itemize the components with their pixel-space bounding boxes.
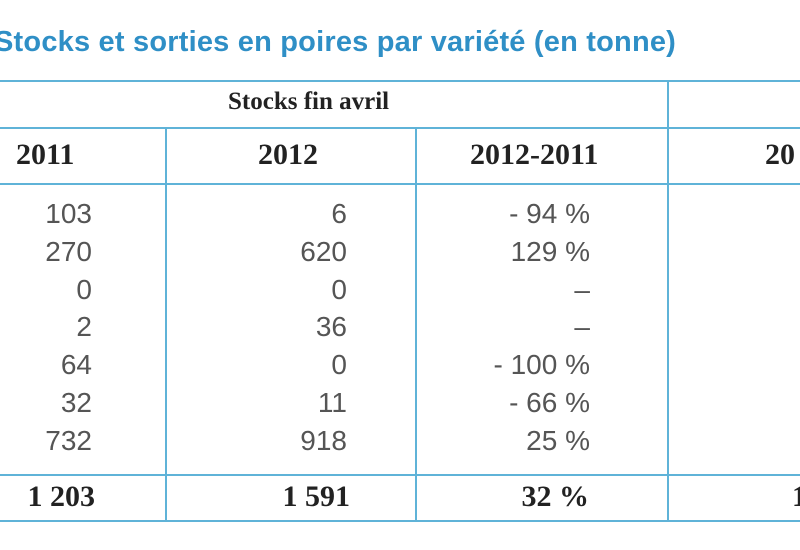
rule-bottom: [0, 520, 800, 522]
table-cell: 6: [331, 198, 347, 229]
table-cell: 64: [60, 349, 92, 381]
col-divider-3: [667, 80, 669, 520]
rule-under-group: [0, 127, 800, 129]
table-cell: 0: [331, 349, 347, 381]
col-header-diff: 2012-2011: [470, 138, 599, 171]
group-header: Stocks fin avril: [228, 88, 390, 115]
total-2011: 1 203: [27, 480, 96, 513]
rule-under-header: [0, 183, 800, 185]
table-cell: - 100 %: [493, 349, 591, 381]
table-cell: 129 %: [510, 235, 590, 267]
table-cell: 2: [76, 311, 92, 343]
table-cell: 620: [300, 235, 347, 267]
table-cell: –: [574, 273, 590, 305]
col-header-2011: 2011: [16, 138, 75, 171]
total-partial: 1: [792, 480, 800, 513]
total-diff: 32 %: [521, 480, 590, 513]
table-cell: 270: [45, 235, 92, 267]
table-cell: 36: [315, 311, 347, 343]
col-header-2012: 2012: [258, 138, 318, 171]
table-cell: - 94 %: [509, 198, 590, 229]
table-cell: 0: [76, 273, 92, 305]
col-header-partial: 20: [765, 138, 795, 171]
table-title: Stocks et sorties en poires par variété …: [0, 26, 677, 58]
rule-top: [0, 80, 800, 82]
table-cell: –: [574, 311, 590, 343]
table-cell: 732: [45, 424, 92, 456]
col-divider-1: [165, 129, 167, 520]
rule-before-total: [0, 474, 800, 476]
table-cell: 25 %: [526, 424, 590, 456]
table-cell: 103: [45, 198, 92, 229]
total-2012: 1 591: [282, 480, 351, 513]
table-cell: 32: [60, 387, 92, 418]
table-cell: 918: [300, 424, 347, 456]
table-cell: 11: [317, 387, 347, 418]
table-cell: 0: [331, 273, 347, 305]
col-divider-2: [415, 129, 417, 520]
table-cell: - 66 %: [509, 387, 590, 418]
